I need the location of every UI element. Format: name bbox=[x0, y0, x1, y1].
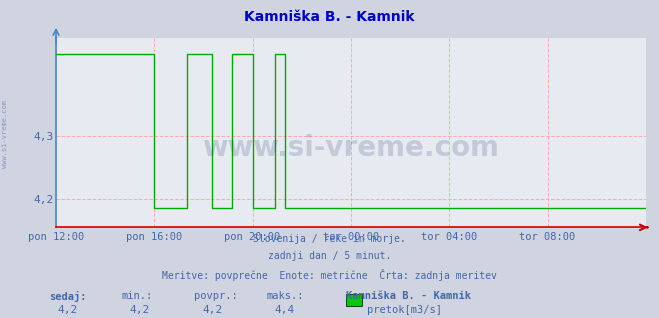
Text: zadnji dan / 5 minut.: zadnji dan / 5 minut. bbox=[268, 251, 391, 261]
Text: 4,4: 4,4 bbox=[275, 305, 295, 315]
Text: sedaj:: sedaj: bbox=[49, 291, 87, 302]
Text: Slovenija / reke in morje.: Slovenija / reke in morje. bbox=[253, 234, 406, 244]
Text: Kamniška B. - Kamnik: Kamniška B. - Kamnik bbox=[244, 10, 415, 24]
Text: 4,2: 4,2 bbox=[130, 305, 150, 315]
Text: maks.:: maks.: bbox=[267, 291, 304, 301]
Text: povpr.:: povpr.: bbox=[194, 291, 238, 301]
Text: Meritve: povprečne  Enote: metrične  Črta: zadnja meritev: Meritve: povprečne Enote: metrične Črta:… bbox=[162, 269, 497, 281]
Text: min.:: min.: bbox=[122, 291, 153, 301]
Text: www.si-vreme.com: www.si-vreme.com bbox=[2, 100, 9, 168]
Text: www.si-vreme.com: www.si-vreme.com bbox=[202, 134, 500, 162]
Text: pretok[m3/s]: pretok[m3/s] bbox=[367, 305, 442, 315]
Text: Kamniška B. - Kamnik: Kamniška B. - Kamnik bbox=[346, 291, 471, 301]
Text: 4,2: 4,2 bbox=[57, 305, 78, 315]
Text: 4,2: 4,2 bbox=[202, 305, 223, 315]
